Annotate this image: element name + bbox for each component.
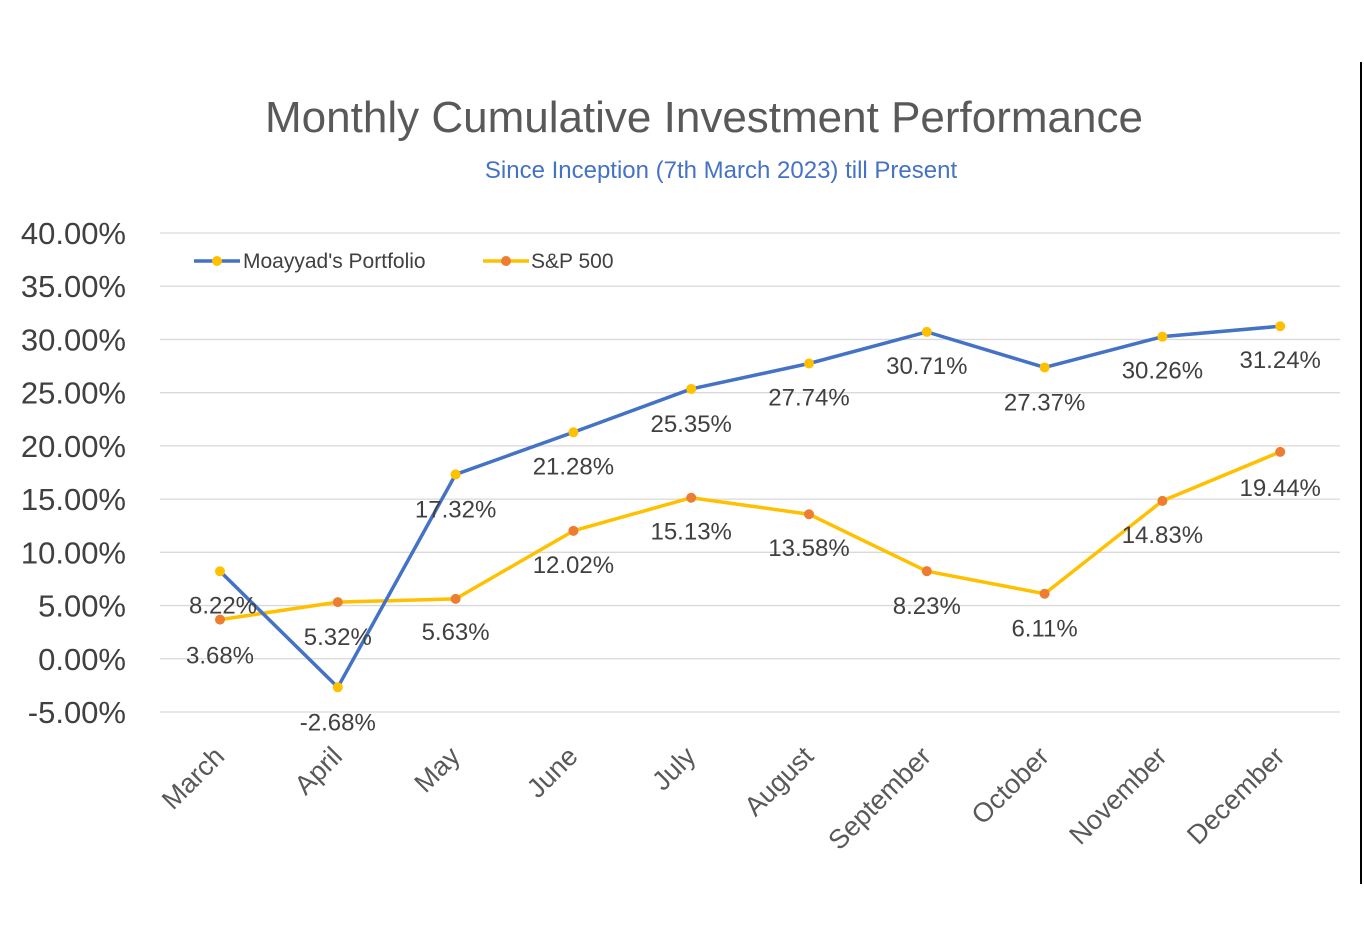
series-s-p-500: [215, 446, 1286, 625]
x-axis-ticks: March April May June July August September Octo…: [156, 741, 1290, 856]
data-point: [1039, 588, 1050, 599]
y-tick-label: 5.00%: [38, 589, 126, 624]
x-tick-label: September: [822, 741, 937, 856]
y-tick-label: 15.00%: [21, 482, 126, 517]
frame-edge: [1360, 62, 1362, 884]
y-axis-ticks: 40.00% 35.00% 30.00% 25.00% 20.00% 15.00% 10.0…: [21, 216, 126, 730]
y-tick-label: 40.00%: [21, 216, 126, 251]
data-label: 27.37%: [1004, 389, 1085, 416]
legend-marker-sp500: [501, 256, 511, 266]
data-point: [1157, 331, 1168, 342]
data-point: [568, 427, 579, 438]
y-tick-label: 0.00%: [38, 642, 126, 677]
data-label: 13.58%: [768, 535, 849, 562]
x-tick-label: March: [156, 741, 230, 815]
data-point: [450, 469, 461, 480]
data-label: 5.63%: [422, 619, 490, 646]
x-tick-label: October: [966, 741, 1055, 830]
data-point: [804, 358, 814, 369]
legend-item-sp500: S&P 500: [483, 250, 614, 273]
series-lines: [215, 321, 1286, 693]
data-label: 3.68%: [186, 643, 254, 670]
data-label: 5.32%: [304, 624, 372, 651]
data-point: [921, 326, 932, 337]
data-label: 8.23%: [893, 593, 961, 620]
data-point: [921, 566, 932, 577]
data-label: 6.11%: [1011, 616, 1077, 643]
y-tick-label: 20.00%: [21, 429, 126, 464]
legend-label-portfolio: Moayyad's Portfolio: [243, 250, 426, 273]
series-line-s-p-500: [219, 450, 1281, 622]
gridlines: [160, 232, 1340, 713]
data-point: [332, 597, 343, 608]
x-tick-label: May: [409, 741, 467, 799]
data-label: -2.68%: [300, 709, 376, 736]
x-tick-label: November: [1063, 741, 1172, 850]
data-point: [686, 383, 697, 394]
data-labels: 8.22% -2.68% 17.32% 21.28% 25.35% 27.74% 30.71…: [186, 347, 1321, 736]
data-label: 17.32%: [415, 496, 496, 523]
data-label: 14.83%: [1122, 522, 1203, 549]
data-label: 19.44%: [1239, 475, 1320, 502]
data-label: 25.35%: [650, 411, 731, 438]
series-moayyad-s-portfolio: [215, 321, 1286, 693]
data-label: 15.13%: [650, 519, 731, 546]
data-point: [450, 593, 461, 604]
legend-item-portfolio: Moayyad's Portfolio: [194, 250, 426, 273]
x-tick-label: April: [289, 741, 348, 800]
data-label: 12.02%: [533, 552, 614, 579]
data-label: 30.26%: [1122, 358, 1203, 385]
data-point: [332, 682, 343, 693]
legend: Moayyad's Portfolio S&P 500: [194, 250, 614, 273]
data-label: 8.22%: [189, 592, 257, 619]
chart-subtitle: Since Inception (7th March 2023) till Pr…: [485, 157, 958, 184]
legend-label-sp500: S&P 500: [531, 250, 614, 273]
data-point: [215, 566, 225, 577]
data-point: [568, 525, 579, 536]
data-point: [686, 492, 697, 503]
x-tick-label: December: [1181, 741, 1290, 850]
y-tick-label: 25.00%: [21, 376, 126, 411]
data-point: [215, 614, 225, 625]
y-tick-label: 35.00%: [21, 269, 126, 304]
x-tick-label: August: [739, 741, 820, 822]
data-label: 30.71%: [886, 353, 967, 380]
data-point: [1039, 362, 1050, 373]
series-line-moayyad-s-portfolio: [218, 324, 1281, 690]
data-label: 27.74%: [768, 385, 849, 412]
y-tick-label: 30.00%: [21, 322, 126, 357]
legend-marker-portfolio: [212, 256, 222, 266]
y-tick-label: -5.00%: [28, 695, 126, 730]
data-point: [1275, 446, 1286, 457]
data-label: 21.28%: [533, 453, 614, 480]
data-label: 31.24%: [1239, 347, 1320, 374]
data-point: [1275, 321, 1286, 332]
x-tick-label: June: [521, 741, 584, 804]
chart-title: Monthly Cumulative Investment Performanc…: [265, 93, 1143, 142]
x-tick-label: July: [646, 741, 702, 797]
data-point: [804, 509, 814, 520]
data-point: [1157, 495, 1168, 506]
y-tick-label: 10.00%: [21, 535, 126, 570]
